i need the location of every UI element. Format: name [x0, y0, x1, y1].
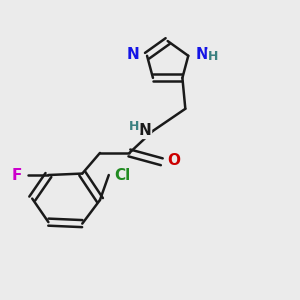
Text: O: O [168, 153, 181, 168]
Text: H: H [207, 50, 218, 63]
Text: H: H [129, 120, 140, 133]
Text: N: N [127, 47, 140, 62]
Text: N: N [139, 123, 152, 138]
Text: F: F [11, 167, 22, 182]
Text: Cl: Cl [115, 167, 131, 182]
Text: N: N [196, 47, 208, 62]
